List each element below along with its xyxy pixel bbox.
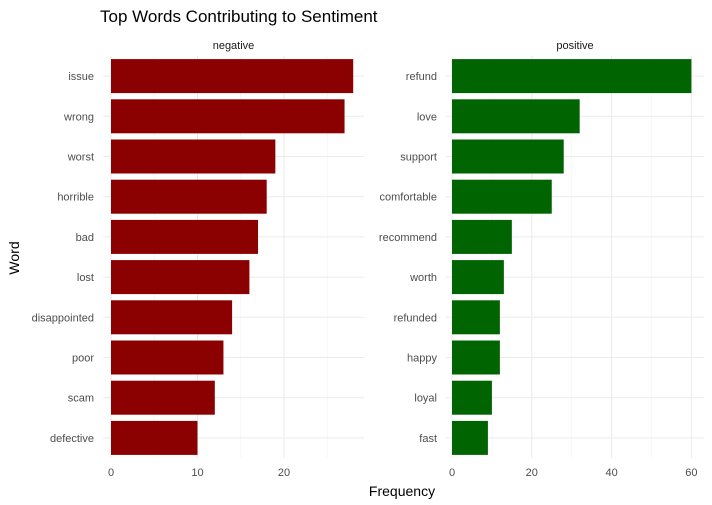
x-axis-title: Frequency bbox=[369, 483, 435, 499]
x-tick-label: 20 bbox=[526, 467, 538, 479]
y-tick-label: comfortable bbox=[380, 192, 437, 204]
x-tick-label: 60 bbox=[685, 467, 697, 479]
x-tick-label: 0 bbox=[449, 467, 455, 479]
y-tick-label: happy bbox=[407, 353, 437, 365]
y-tick-label: disappointed bbox=[32, 312, 94, 324]
y-tick-label: recommend bbox=[379, 232, 437, 244]
bar-positive-love bbox=[452, 99, 580, 134]
y-tick-label: scam bbox=[68, 393, 94, 405]
bar-positive-support bbox=[452, 139, 564, 174]
bar-positive-loyal bbox=[452, 380, 492, 415]
y-tick-label: love bbox=[417, 111, 437, 123]
y-tick-label: loyal bbox=[414, 393, 437, 405]
x-tick-label: 10 bbox=[191, 467, 203, 479]
facet-strip-label: positive bbox=[556, 40, 593, 52]
y-tick-label: refunded bbox=[394, 312, 437, 324]
y-tick-label: support bbox=[400, 152, 437, 164]
bar-negative-poor bbox=[111, 340, 224, 375]
chart-title: Top Words Contributing to Sentiment bbox=[100, 7, 378, 26]
y-tick-label: horrible bbox=[57, 192, 94, 204]
bar-positive-refunded bbox=[452, 300, 500, 335]
x-tick-label: 40 bbox=[605, 467, 617, 479]
bar-negative-horrible bbox=[111, 179, 267, 214]
x-tick-label: 0 bbox=[108, 467, 114, 479]
bar-negative-scam bbox=[111, 380, 215, 415]
bar-negative-lost bbox=[111, 260, 250, 295]
x-tick-label: 20 bbox=[278, 467, 290, 479]
facet-panels: negative issue wrong worst horrible bad lost di… bbox=[32, 40, 704, 479]
y-tick-label: bad bbox=[76, 232, 94, 244]
y-tick-label: fast bbox=[419, 433, 437, 445]
bar-positive-refund bbox=[452, 59, 692, 94]
y-tick-label: wrong bbox=[63, 111, 94, 123]
bar-negative-defective bbox=[111, 420, 198, 455]
bar-negative-wrong bbox=[111, 99, 345, 134]
y-tick-label: lost bbox=[77, 272, 94, 284]
bar-positive-happy bbox=[452, 340, 500, 375]
bar-positive-comfortable bbox=[452, 179, 552, 214]
facet-negative: negative issue wrong worst horrible bad lost di… bbox=[32, 40, 364, 479]
bar-positive-worth bbox=[452, 260, 504, 295]
bar-negative-worst bbox=[111, 139, 276, 174]
bar-positive-recommend bbox=[452, 219, 512, 254]
y-tick-label: worst bbox=[67, 152, 94, 164]
y-tick-label: worth bbox=[409, 272, 437, 284]
bar-negative-bad bbox=[111, 219, 259, 254]
facet-positive: positive refund love support comfortable reco… bbox=[379, 40, 704, 479]
y-tick-label: refund bbox=[406, 71, 437, 83]
y-tick-label: poor bbox=[72, 353, 94, 365]
facet-strip-label: negative bbox=[213, 40, 255, 52]
y-axis-title: Word bbox=[6, 241, 22, 274]
y-tick-label: issue bbox=[68, 71, 94, 83]
bar-negative-issue bbox=[111, 59, 354, 94]
y-tick-label: defective bbox=[50, 433, 94, 445]
bar-positive-fast bbox=[452, 420, 488, 455]
bar-negative-disappointed bbox=[111, 300, 233, 335]
